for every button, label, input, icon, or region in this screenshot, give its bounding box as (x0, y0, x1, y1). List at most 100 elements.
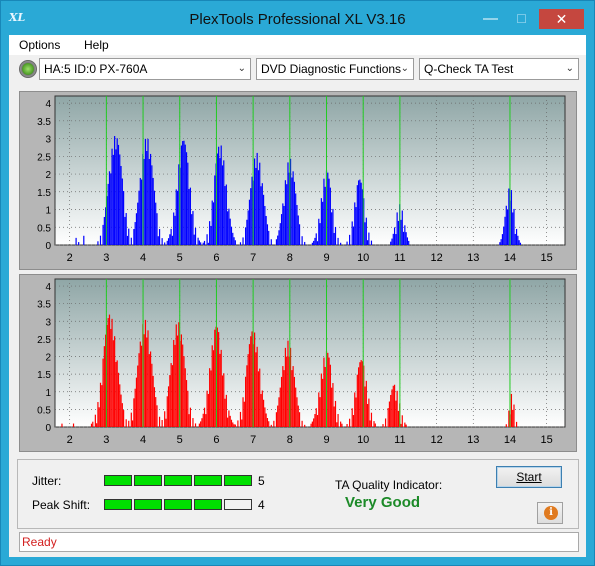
data-bar (247, 354, 249, 427)
data-bar (311, 421, 313, 427)
data-bar (233, 237, 235, 245)
data-bar (313, 240, 315, 245)
data-bar (387, 408, 389, 427)
start-button[interactable]: Start (496, 466, 562, 488)
data-bar (134, 388, 136, 427)
data-bar (147, 330, 149, 427)
data-bar (125, 213, 127, 245)
data-bar (107, 183, 109, 245)
data-bar (228, 208, 230, 245)
data-bar (365, 217, 367, 245)
menu-options[interactable]: Options (19, 38, 61, 52)
data-bar (178, 322, 180, 427)
drive-select[interactable]: HA:5 ID:0 PX-760A ⌄ (39, 58, 251, 80)
y-tick-label: 1.5 (37, 188, 51, 199)
data-bar (318, 392, 320, 427)
data-bar (173, 339, 175, 427)
x-tick-label: 11 (394, 434, 405, 446)
data-bar (284, 180, 287, 245)
minimize-button[interactable]: — (483, 10, 498, 27)
maximize-button[interactable]: ☐ (516, 12, 527, 26)
menu-help[interactable]: Help (84, 38, 109, 52)
y-tick-label: 0 (45, 423, 51, 434)
data-bar (287, 162, 289, 245)
data-bar (512, 212, 514, 245)
data-bar (192, 211, 194, 245)
data-bar (216, 327, 218, 427)
data-bar (259, 368, 261, 427)
data-bar (278, 397, 280, 427)
data-bar (262, 399, 265, 427)
data-bar (400, 219, 402, 245)
data-bar (265, 215, 267, 245)
info-icon: i (544, 506, 558, 520)
data-bar (187, 162, 189, 245)
data-bar (189, 407, 191, 427)
data-bar (519, 242, 522, 245)
data-bar (78, 242, 80, 245)
data-bar (248, 199, 251, 245)
function-select[interactable]: DVD Diagnostic Functions ⌄ (256, 58, 414, 80)
data-bar (180, 145, 182, 245)
data-bar (137, 365, 139, 427)
data-bar (193, 234, 195, 245)
x-tick-label: 5 (177, 252, 183, 264)
data-bar (260, 186, 262, 245)
data-bar (144, 319, 147, 427)
y-tick-label: 2.5 (37, 335, 51, 346)
x-tick-label: 9 (323, 434, 329, 446)
data-bar (99, 382, 102, 427)
data-bar (323, 357, 325, 427)
info-button[interactable]: i (537, 502, 563, 524)
data-bar (94, 414, 96, 427)
data-bar (374, 423, 376, 427)
data-bar (268, 421, 270, 427)
data-bar (361, 361, 364, 427)
data-bar (90, 423, 93, 427)
data-bar (518, 240, 520, 245)
test-select-value: Q-Check TA Test (424, 62, 514, 76)
data-bar (310, 423, 312, 427)
menu-bar: Options Help (9, 35, 586, 55)
x-tick-label: 3 (103, 434, 109, 446)
data-bar (123, 410, 125, 427)
data-bar (241, 419, 243, 427)
data-bar (270, 424, 272, 427)
data-bar (211, 345, 213, 427)
y-tick-label: 3.5 (37, 117, 51, 128)
data-bar (503, 226, 505, 245)
close-button[interactable]: ✕ (539, 9, 584, 29)
data-bar (155, 202, 157, 245)
data-bar (248, 344, 251, 427)
data-bar (517, 235, 519, 245)
data-bar (283, 370, 285, 427)
data-bar (182, 141, 184, 245)
data-bar (202, 413, 204, 427)
data-bar (156, 213, 158, 245)
data-bar (223, 160, 225, 245)
drive-select-value: HA:5 ID:0 PX-760A (44, 62, 148, 76)
data-bar (359, 362, 361, 427)
data-bar (279, 223, 281, 245)
test-select[interactable]: Q-Check TA Test ⌄ (419, 58, 579, 80)
data-bar (322, 378, 324, 427)
data-bar (256, 346, 258, 427)
data-bar (363, 365, 365, 427)
y-tick-label: 1 (45, 206, 51, 217)
data-bar (170, 228, 172, 245)
window-title: PlexTools Professional XL V3.16 (189, 11, 406, 28)
data-bar (147, 138, 149, 245)
data-bar (171, 235, 174, 245)
data-bar (291, 370, 293, 427)
data-bar (510, 190, 513, 245)
x-tick-label: 6 (213, 434, 219, 446)
data-bar (139, 177, 141, 245)
x-tick-label: 11 (394, 252, 405, 264)
title-bar[interactable]: XL PlexTools Professional XL V3.16 — ☐ ✕ (1, 1, 594, 35)
data-bar (333, 232, 335, 245)
data-bar (393, 227, 396, 245)
data-bar (391, 389, 393, 427)
data-bar (390, 394, 392, 427)
y-tick-label: 4 (45, 99, 51, 110)
data-bar (250, 336, 252, 427)
